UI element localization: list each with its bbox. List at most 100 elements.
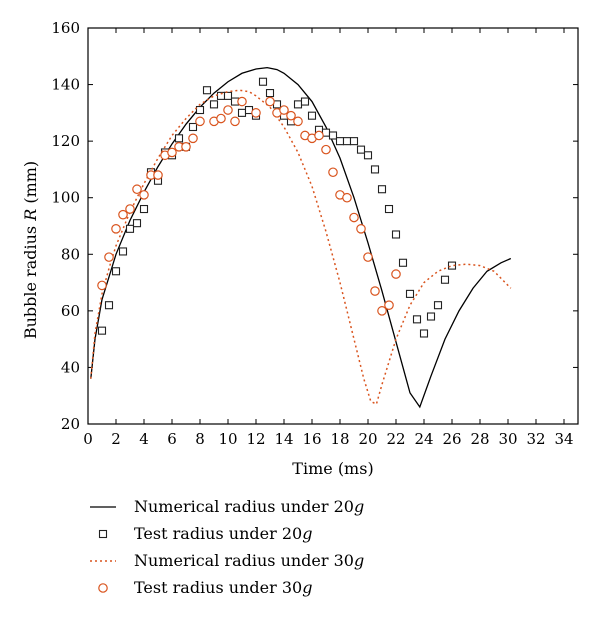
- data-point: [300, 97, 310, 106]
- data-point: [153, 170, 163, 180]
- x-tick-label: 22: [386, 430, 405, 448]
- data-point: [139, 190, 149, 200]
- legend-label-text: Test radius under 20: [134, 524, 302, 543]
- data-point: [97, 326, 107, 335]
- data-point: [433, 301, 443, 310]
- legend-label-unit: g: [302, 524, 312, 543]
- data-point: [195, 116, 205, 127]
- x-tick-label: 18: [330, 430, 349, 448]
- legend-label: Test radius under 20g: [134, 524, 312, 543]
- data-point: [342, 137, 352, 146]
- data-point: [118, 247, 128, 256]
- data-point: [251, 108, 261, 118]
- data-point: [384, 204, 394, 214]
- data-point: [139, 204, 149, 214]
- data-point: [398, 258, 408, 267]
- plot-area-border: [87, 27, 579, 425]
- data-point: [111, 224, 121, 234]
- data-point: [132, 219, 142, 228]
- data-point: [405, 289, 415, 298]
- data-point: [307, 111, 317, 120]
- x-tick-label: 20: [358, 430, 377, 448]
- legend-item: Test radius under 20g: [98, 524, 312, 543]
- data-point: [125, 204, 135, 214]
- data-point: [412, 315, 422, 324]
- x-tick-label: 14: [274, 430, 293, 448]
- data-point: [293, 116, 303, 127]
- data-point: [391, 269, 401, 279]
- plot-frame: [87, 27, 579, 425]
- data-point: [216, 113, 226, 124]
- x-axis: 0 2 4 6 8 10 12 14 16 18 20 22 24 26 28 30 32 34: [83, 28, 574, 448]
- data-point: [188, 122, 198, 132]
- data-point: [97, 280, 107, 291]
- data-point: [370, 165, 380, 174]
- y-axis-label: Bubble radius R (mm): [21, 161, 40, 339]
- data-point: [118, 209, 128, 220]
- data-point: [230, 116, 240, 127]
- y-tick-label: 20: [61, 415, 80, 433]
- y-tick-label: 40: [61, 358, 80, 376]
- y-axis-label-prefix: Bubble radius: [21, 221, 40, 339]
- data-point: [125, 224, 135, 233]
- data-point: [419, 329, 429, 338]
- x-tick-label: 28: [470, 430, 489, 448]
- legend-swatch: [98, 583, 108, 593]
- data-point: [384, 300, 394, 310]
- data-point: [391, 230, 401, 239]
- series-line: [90, 66, 512, 409]
- series-layer: [90, 66, 512, 409]
- data-point: [293, 100, 303, 109]
- data-point: [328, 131, 338, 140]
- legend-label: Test radius under 30g: [134, 578, 312, 597]
- x-tick-label: 16: [302, 430, 321, 448]
- series-4: [97, 96, 401, 316]
- data-point: [321, 144, 331, 155]
- data-point: [237, 108, 247, 117]
- data-point: [181, 142, 191, 152]
- data-point: [265, 89, 275, 98]
- x-tick-label: 6: [167, 430, 177, 448]
- data-point: [202, 86, 212, 95]
- data-point: [174, 134, 184, 143]
- y-axis-label-suffix: (mm): [21, 161, 40, 209]
- data-point: [377, 306, 387, 316]
- data-point: [286, 110, 296, 121]
- y-tick-label: 120: [51, 132, 80, 150]
- x-tick-label: 2: [111, 430, 121, 448]
- legend-label-unit: g: [354, 497, 364, 516]
- series-1: [90, 66, 512, 409]
- x-tick-label: 30: [498, 430, 517, 448]
- legend-label-text: Test radius under 30: [134, 578, 302, 597]
- data-point: [258, 77, 268, 86]
- y-axis: 20 40 60 80 100 120 140 160: [51, 19, 578, 433]
- x-tick-label: 4: [139, 430, 149, 448]
- data-point: [335, 137, 345, 146]
- x-tick-label: 12: [246, 430, 265, 448]
- data-point: [104, 252, 114, 262]
- data-point: [209, 100, 219, 109]
- data-point: [447, 261, 457, 270]
- data-point: [349, 137, 359, 146]
- legend-swatch: [98, 529, 108, 539]
- data-point: [356, 145, 366, 154]
- data-point: [223, 105, 233, 115]
- legend-label-unit: g: [302, 578, 312, 597]
- data-point: [440, 275, 450, 284]
- legend-item: Numerical radius under 30g: [90, 551, 364, 570]
- data-point: [265, 96, 275, 107]
- x-axis-label: Time (ms): [292, 459, 373, 478]
- data-point: [237, 96, 247, 107]
- data-point: [328, 167, 338, 178]
- data-point: [132, 184, 142, 195]
- data-point: [279, 105, 289, 115]
- data-point: [356, 224, 366, 234]
- data-point: [363, 151, 373, 160]
- y-axis-label-variable: R: [21, 209, 40, 222]
- data-point: [167, 147, 177, 158]
- x-tick-label: 10: [218, 430, 237, 448]
- legend-item: Test radius under 30g: [98, 578, 312, 597]
- data-point: [104, 301, 114, 310]
- data-point: [426, 312, 436, 321]
